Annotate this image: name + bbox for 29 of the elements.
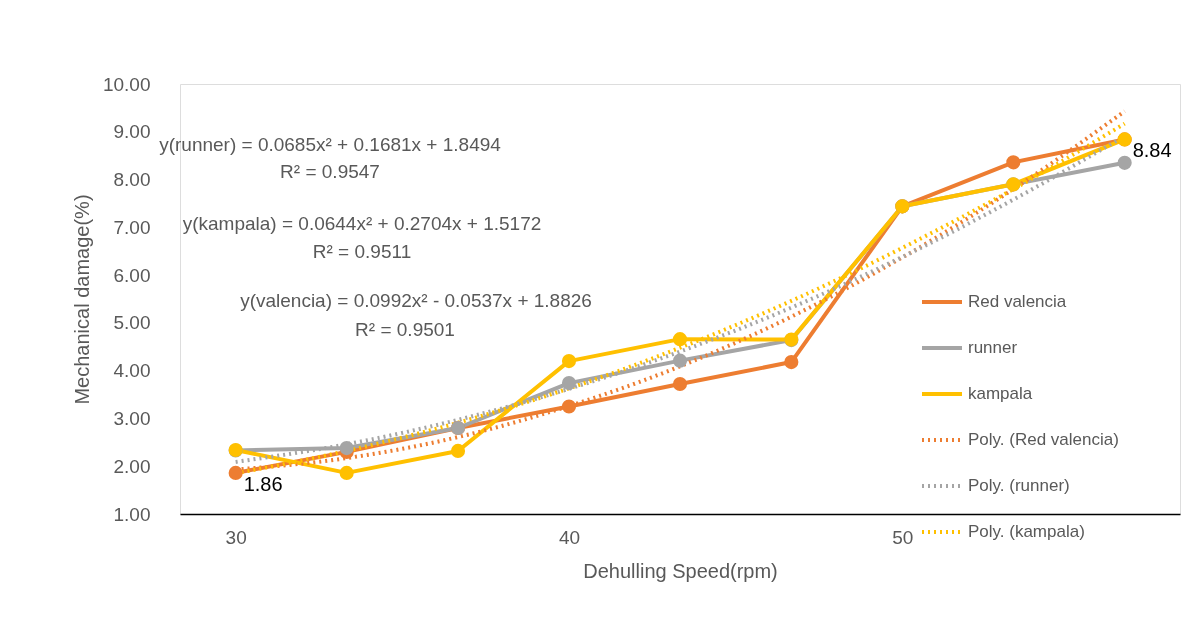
- legend-label: Poly. (kampala): [968, 522, 1085, 541]
- annotation: R² = 0.9547: [280, 161, 380, 182]
- y-tick-label: 2.00: [113, 455, 151, 477]
- y-tick-label: 1.00: [113, 503, 151, 525]
- y-axis-title: Mechanical damage(%): [70, 194, 93, 405]
- y-tick-label: 4.00: [113, 360, 151, 382]
- x-tick-label: 30: [225, 526, 247, 548]
- y-tick-label: 8.00: [113, 169, 151, 191]
- legend-label: Red valencia: [968, 292, 1067, 311]
- annotation: y(runner) = 0.0685x² + 0.1681x + 1.8494: [159, 134, 502, 155]
- legend-label: Poly. (Red valencia): [968, 430, 1119, 449]
- x-tick-label: 50: [892, 526, 914, 548]
- y-tick-label: 5.00: [113, 312, 151, 334]
- y-tick-label: 7.00: [113, 216, 151, 238]
- data-label: 8.84: [1132, 139, 1172, 162]
- x-axis-title: Dehulling Speed(rpm): [583, 559, 778, 582]
- y-tick-label: 9.00: [113, 121, 151, 143]
- annotation: y(kampala) = 0.0644x² + 0.2704x + 1.5172: [182, 213, 542, 234]
- y-tick-label: 6.00: [113, 264, 151, 286]
- legend-label: kampala: [968, 384, 1033, 403]
- data-label: 1.86: [243, 472, 283, 495]
- annotation: R² = 0.9511: [312, 241, 412, 262]
- y-tick-label: 10.00: [102, 73, 151, 95]
- annotation: y(valencia) = 0.0992x² - 0.0537x + 1.8826: [240, 290, 592, 311]
- legend-label: Poly. (runner): [968, 476, 1070, 495]
- y-tick-label: 3.00: [113, 407, 151, 429]
- annotation: R² = 0.9501: [355, 319, 455, 340]
- x-tick-label: 40: [558, 526, 581, 548]
- legend-label: runner: [968, 338, 1018, 357]
